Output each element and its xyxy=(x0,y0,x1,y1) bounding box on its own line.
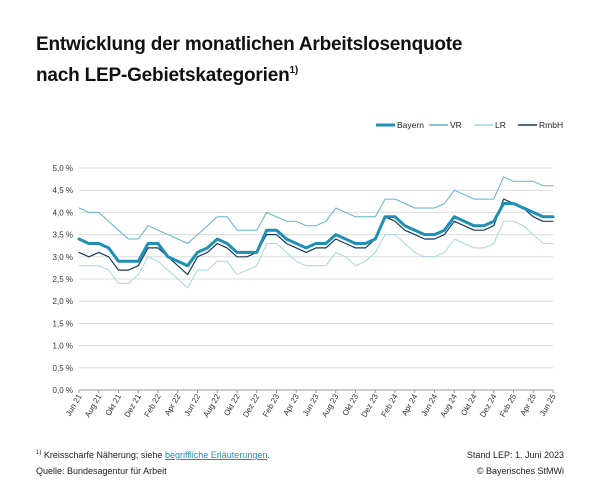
footnote-text: Kreisscharfe Näherung; siehe xyxy=(43,450,165,460)
x-tick-label: Apr 24 xyxy=(400,392,420,417)
stand-note: Stand LEP: 1. Juni 2023 xyxy=(466,450,564,460)
x-tick-label: Dez 21 xyxy=(123,392,144,419)
x-tick-label: Feb 24 xyxy=(379,392,400,419)
x-tick-label: Apr 22 xyxy=(163,392,183,417)
x-tick-label: Feb 22 xyxy=(142,392,163,419)
x-tick-label: Jun 23 xyxy=(301,392,321,418)
legend-label-rmbh: RmbH xyxy=(539,120,563,130)
y-tick-label: 1,0 % xyxy=(53,342,73,351)
x-tick-label: Aug 21 xyxy=(83,392,104,419)
y-tick-label: 4,5 % xyxy=(53,186,73,195)
x-tick-label: Dez 24 xyxy=(478,392,499,419)
x-tick-label: Okt 24 xyxy=(459,392,479,417)
x-tick-label: Dez 22 xyxy=(241,392,262,419)
y-tick-label: 4,0 % xyxy=(53,208,73,217)
x-tick-label: Aug 22 xyxy=(202,392,223,419)
series-line-bayern xyxy=(77,202,555,268)
y-tick-label: 0,0 % xyxy=(53,386,73,395)
series-line-lr xyxy=(78,220,554,289)
chart-title-line1: Entwicklung der monatlichen Arbeitslosen… xyxy=(36,34,463,55)
legend-label-lr: LR xyxy=(495,120,506,130)
y-tick-label: 2,5 % xyxy=(53,275,73,284)
footnote-mark: 1) xyxy=(36,450,42,456)
y-tick-label: 0,5 % xyxy=(53,364,73,373)
chart-title-line2: nach LEP-Gebietskategorien1) xyxy=(36,58,576,89)
x-tick-label: Jun 24 xyxy=(419,392,439,418)
legend: Bayern VR LR RmbH xyxy=(376,120,563,130)
chart-title-line2-text: nach LEP-Gebietskategorien xyxy=(36,65,290,86)
series-line-rmbh xyxy=(78,198,554,276)
x-tick-label: Okt 22 xyxy=(222,392,242,417)
chart-title: Entwicklung der monatlichen Arbeitslosen… xyxy=(36,32,576,89)
title-footnote-mark: 1) xyxy=(289,65,298,76)
x-tick-label: Jun 25 xyxy=(538,392,558,418)
x-tick-label: Apr 23 xyxy=(281,392,301,417)
x-tick-label: Jun 22 xyxy=(182,392,202,418)
x-tick-label: Aug 23 xyxy=(320,392,341,419)
x-tick-labels: Jun 21 Aug 21 Okt 21 Dez 21 Feb 22 Apr 22 Jun … xyxy=(64,390,558,419)
grid-lines xyxy=(79,167,553,391)
footnote: 1) Kreisscharfe Näherung; siehe begriffl… xyxy=(36,450,270,460)
copyright-note: © Bayerisches StMWi xyxy=(476,466,564,476)
x-tick-label: Okt 23 xyxy=(341,392,361,417)
x-tick-label: Jun 21 xyxy=(64,392,84,418)
footnote-end: . xyxy=(267,450,270,460)
x-tick-label: Feb 23 xyxy=(261,392,282,419)
legend-label-vr: VR xyxy=(450,120,462,130)
x-tick-label: Aug 24 xyxy=(439,392,460,419)
y-tick-label: 3,5 % xyxy=(53,231,73,240)
legend-label-bayern: Bayern xyxy=(397,120,424,130)
definitions-link[interactable]: begriffliche Erläuterungen xyxy=(164,450,268,460)
x-tick-label: Dez 23 xyxy=(360,392,381,419)
x-tick-label: Feb 25 xyxy=(498,392,519,419)
source-note: Quelle: Bundesagentur für Arbeit xyxy=(36,466,167,476)
series-line-vr xyxy=(78,176,554,244)
x-tick-label: Okt 21 xyxy=(104,392,124,417)
y-tick-label: 3,0 % xyxy=(53,253,73,262)
series-lines xyxy=(77,176,555,289)
x-tick-label: Apr 25 xyxy=(518,392,538,417)
y-tick-label: 2,0 % xyxy=(53,297,73,306)
y-tick-label: 5,0 % xyxy=(53,164,73,173)
y-tick-labels: 0,0 % 0,5 % 1,0 % 1,5 % 2,0 % 2,5 % 3,0 % 3,5 %… xyxy=(53,164,73,395)
y-tick-label: 1,5 % xyxy=(53,319,73,328)
